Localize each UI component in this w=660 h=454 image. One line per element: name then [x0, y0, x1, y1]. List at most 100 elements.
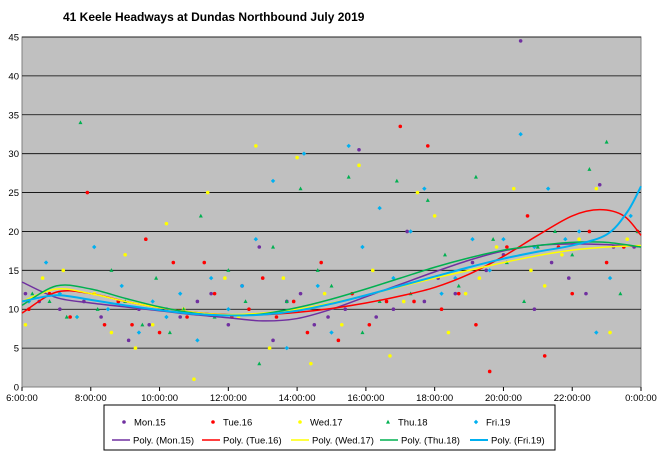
legend-label: Poly. (Wed.17) [312, 436, 374, 447]
data-point [453, 291, 458, 296]
y-tick-label: 25 [8, 188, 19, 199]
data-point [274, 315, 279, 319]
data-point [405, 229, 409, 234]
trendlines [21, 185, 642, 322]
data-point [566, 276, 571, 280]
data-point [226, 322, 231, 327]
data-point [281, 276, 286, 280]
data-point [136, 330, 142, 335]
data-point [109, 330, 114, 335]
data-point [257, 245, 262, 249]
data-point [584, 291, 588, 296]
data-point [226, 307, 231, 312]
data-point [529, 268, 533, 273]
data-point [518, 132, 523, 137]
legend-label: Thu.18 [398, 418, 428, 429]
legend-marker [211, 420, 215, 424]
x-tick-label: 0:00:00 [625, 393, 657, 404]
data-point [560, 252, 564, 257]
data-point [43, 260, 49, 265]
data-point [336, 338, 341, 343]
y-tick-label: 35 [8, 110, 19, 121]
y-axis: 0 5 10 15 20 25 30 35 40 45 [8, 33, 19, 394]
data-point [195, 299, 200, 304]
data-point [57, 291, 63, 296]
data-point [456, 291, 461, 296]
data-points [23, 39, 640, 382]
data-point [298, 186, 303, 191]
data-point [628, 213, 633, 219]
data-point [319, 260, 323, 265]
data-point [178, 315, 182, 319]
data-point [532, 244, 537, 250]
data-point [346, 143, 351, 149]
data-point [177, 291, 183, 296]
data-point [487, 268, 492, 273]
data-point [343, 307, 348, 312]
data-point [607, 275, 613, 281]
x-tick-label: 20:00:00 [485, 393, 522, 404]
data-point [374, 315, 379, 319]
data-point [535, 244, 540, 249]
data-point [401, 299, 406, 304]
data-point [312, 322, 317, 327]
data-point [150, 299, 155, 304]
data-point [253, 237, 259, 242]
data-point [105, 307, 111, 312]
data-point [604, 139, 609, 144]
data-point [239, 283, 245, 289]
data-point [384, 299, 389, 304]
trendline [21, 241, 642, 317]
data-point [78, 120, 83, 125]
data-point [522, 299, 527, 304]
data-point [370, 268, 375, 273]
data-point [291, 299, 296, 304]
data-point [587, 167, 592, 171]
data-point [470, 260, 475, 265]
data-point [463, 291, 468, 296]
data-point [594, 330, 599, 335]
data-point [157, 330, 162, 335]
data-point [415, 190, 420, 195]
data-point [326, 315, 330, 319]
data-point [377, 205, 382, 211]
data-point [150, 322, 155, 327]
data-point [61, 268, 66, 273]
data-point [425, 144, 430, 148]
data-point [394, 178, 399, 183]
data-point [563, 237, 568, 242]
data-point [608, 330, 612, 335]
data-point [305, 330, 310, 335]
y-tick-label: 5 [14, 344, 19, 355]
data-point [487, 369, 492, 374]
legend-marker [386, 419, 390, 424]
legend-label: Poly. (Tue.16) [223, 436, 282, 447]
data-point [102, 322, 107, 327]
data-point [473, 174, 478, 179]
data-point [271, 338, 275, 343]
data-point [329, 330, 334, 335]
data-point [594, 186, 599, 191]
data-point [494, 245, 499, 249]
data-point [181, 307, 186, 311]
data-point [597, 182, 602, 187]
data-point [85, 190, 90, 195]
data-point [260, 276, 265, 280]
data-point [484, 268, 489, 273]
data-point [202, 260, 207, 265]
data-point [284, 345, 289, 351]
data-point [298, 291, 303, 296]
data-point [295, 155, 299, 160]
x-tick-label: 10:00:00 [141, 393, 178, 404]
gridlines [22, 36, 641, 349]
data-point [30, 291, 35, 296]
data-point [271, 244, 276, 249]
x-tick-label: 6:00:00 [6, 393, 38, 404]
data-point [412, 299, 416, 304]
data-point [618, 291, 623, 296]
data-point [185, 315, 189, 319]
x-tick-label: 12:00:00 [210, 393, 247, 404]
y-tick-label: 15 [8, 266, 19, 277]
y-tick-label: 40 [8, 71, 19, 82]
data-point [549, 260, 554, 265]
